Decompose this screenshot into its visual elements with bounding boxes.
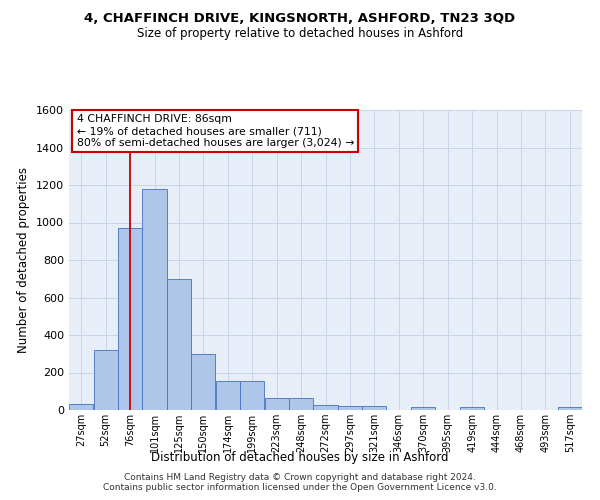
- Text: Distribution of detached houses by size in Ashford: Distribution of detached houses by size …: [151, 451, 449, 464]
- Bar: [191, 354, 215, 410]
- Bar: [338, 406, 362, 410]
- Bar: [557, 407, 582, 410]
- Bar: [460, 407, 484, 410]
- Text: 4, CHAFFINCH DRIVE, KINGSNORTH, ASHFORD, TN23 3QD: 4, CHAFFINCH DRIVE, KINGSNORTH, ASHFORD,…: [85, 12, 515, 26]
- Bar: [94, 350, 118, 410]
- Bar: [118, 228, 142, 410]
- Bar: [313, 406, 338, 410]
- Text: Contains HM Land Registry data © Crown copyright and database right 2024.
Contai: Contains HM Land Registry data © Crown c…: [103, 473, 497, 492]
- Bar: [265, 398, 289, 410]
- Bar: [240, 381, 265, 410]
- Bar: [142, 188, 167, 410]
- Text: Size of property relative to detached houses in Ashford: Size of property relative to detached ho…: [137, 28, 463, 40]
- Bar: [362, 406, 386, 410]
- Bar: [289, 398, 313, 410]
- Bar: [411, 407, 436, 410]
- Y-axis label: Number of detached properties: Number of detached properties: [17, 167, 31, 353]
- Bar: [215, 381, 240, 410]
- Text: 4 CHAFFINCH DRIVE: 86sqm
← 19% of detached houses are smaller (711)
80% of semi-: 4 CHAFFINCH DRIVE: 86sqm ← 19% of detach…: [77, 114, 354, 148]
- Bar: [69, 404, 94, 410]
- Bar: [167, 279, 191, 410]
